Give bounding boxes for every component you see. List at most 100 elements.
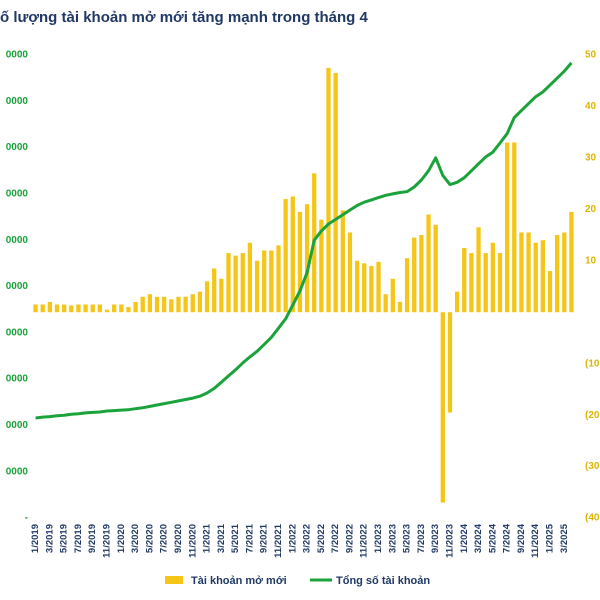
bar <box>183 296 188 313</box>
bar <box>140 296 145 313</box>
x-tick-label: 5/2021 <box>230 523 241 553</box>
bar <box>497 253 503 313</box>
bar <box>404 258 410 313</box>
bar <box>462 247 467 313</box>
x-tick-label: 1/2020 <box>116 524 127 553</box>
bar <box>333 73 338 313</box>
bar <box>247 242 253 313</box>
bar <box>297 211 303 313</box>
x-tick-label: 3/2022 <box>302 524 313 553</box>
x-tick-label: 9/2022 <box>344 524 355 553</box>
bar <box>390 278 395 313</box>
x-tick-label: 3/2025 <box>559 523 570 553</box>
bar <box>119 304 124 313</box>
y2-tick-label: (20 <box>585 410 600 421</box>
bar <box>112 304 117 313</box>
y-tick-label: 0000 <box>6 374 29 385</box>
bar <box>440 312 445 503</box>
x-tick-label: 3/2021 <box>216 523 227 553</box>
x-tick-label: 1/2025 <box>545 523 556 553</box>
bar <box>340 210 345 313</box>
y-tick-label: 0000 <box>6 235 29 246</box>
bar <box>426 214 431 313</box>
legend-swatch <box>165 576 183 584</box>
x-tick-label: 11/2020 <box>187 524 198 558</box>
bar <box>383 294 388 313</box>
bar <box>90 304 95 313</box>
bar <box>354 260 360 313</box>
bar <box>269 250 274 313</box>
y2-tick-label: 20 <box>585 204 597 215</box>
bar <box>433 224 438 313</box>
bar <box>147 294 153 313</box>
bar <box>483 253 488 313</box>
bar <box>97 304 103 313</box>
x-tick-label: 1/2022 <box>287 524 298 553</box>
x-tick-label: 5/2023 <box>402 524 413 553</box>
bar <box>319 219 324 313</box>
bar <box>219 278 224 313</box>
bar <box>283 199 288 313</box>
y-tick-label: - <box>25 513 28 524</box>
chart-title: ố lượng tài khoản mở mới tăng mạnh trong… <box>0 9 369 26</box>
bar <box>133 301 138 313</box>
bar <box>547 271 553 313</box>
bar <box>504 142 510 313</box>
bar <box>304 204 310 313</box>
y2-tick-label: 10 <box>585 255 597 266</box>
x-tick-label: 9/2021 <box>259 523 270 553</box>
bar <box>526 232 531 313</box>
y-tick-label: 0000 <box>6 327 29 338</box>
x-tick-label: 1/2023 <box>373 524 384 553</box>
bar <box>519 232 524 313</box>
bar <box>276 245 281 313</box>
x-tick-label: 9/2020 <box>173 524 184 553</box>
legend-label: Tổng số tài khoản <box>336 575 430 587</box>
y2-tick-label: 40 <box>585 101 597 112</box>
y-tick-label: 0000 <box>6 142 29 153</box>
bar <box>76 304 81 313</box>
bar <box>290 196 295 313</box>
y2-tick-label: (10 <box>585 358 600 369</box>
y-tick-label: 0000 <box>6 466 29 477</box>
bar <box>369 265 374 313</box>
bar <box>347 232 353 313</box>
bar <box>454 291 460 313</box>
x-tick-label: 1/2021 <box>202 523 213 553</box>
x-tick-label: 1/2019 <box>30 524 41 553</box>
x-tick-label: 7/2021 <box>244 523 255 553</box>
bar <box>240 253 245 313</box>
bar <box>226 253 231 313</box>
bar <box>162 296 167 313</box>
x-tick-label: 11/2023 <box>444 524 455 558</box>
x-tick-label: 5/2020 <box>144 524 155 553</box>
bar <box>33 304 38 313</box>
x-tick-label: 7/2019 <box>73 524 84 553</box>
x-tick-label: 3/2019 <box>44 524 55 553</box>
bar <box>62 304 67 313</box>
x-tick-label: 7/2020 <box>159 524 170 553</box>
y-tick-label: 0000 <box>6 420 29 431</box>
bar <box>154 296 160 313</box>
bar <box>40 304 45 313</box>
bar <box>47 301 53 313</box>
x-tick-label: 7/2023 <box>416 524 427 553</box>
y-tick-label: 0000 <box>6 189 29 200</box>
bar <box>540 240 545 313</box>
bar <box>362 263 367 313</box>
bar <box>54 304 60 313</box>
x-tick-label: 5/2022 <box>316 524 327 553</box>
x-tick-label: 11/2019 <box>102 524 113 558</box>
bar <box>326 67 331 313</box>
bar <box>476 227 481 313</box>
y2-tick-label: 30 <box>585 153 597 164</box>
bar <box>412 237 417 313</box>
bar <box>533 242 538 313</box>
bar <box>469 253 474 313</box>
bar <box>254 260 260 313</box>
bar <box>104 309 110 313</box>
y2-tick-label: (40 <box>585 513 600 524</box>
bar <box>490 242 495 313</box>
x-tick-label: 1/2024 <box>459 523 470 553</box>
